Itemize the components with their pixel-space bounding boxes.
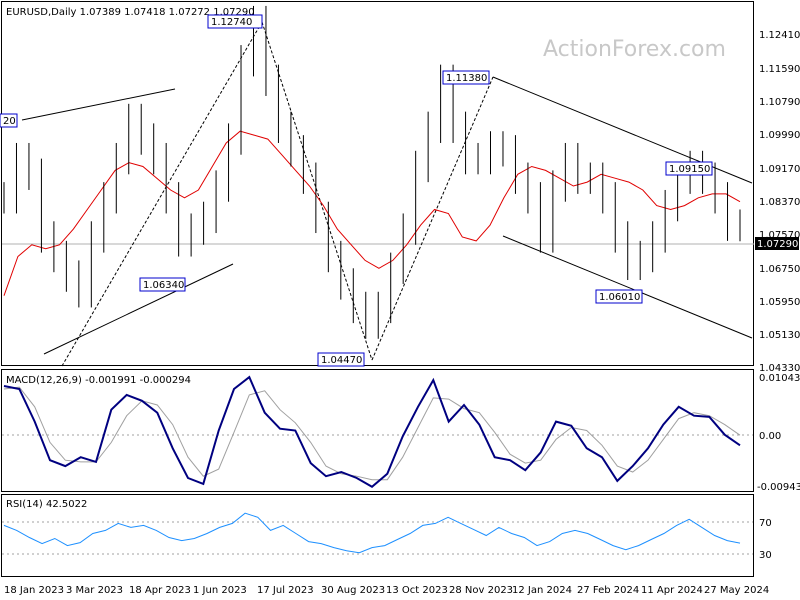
annotation-label: 1.06010 (599, 292, 640, 303)
rsi-title: RSI(14) 42.5022 (6, 499, 87, 510)
annotation-20: 20 (0, 113, 18, 128)
x-tick-label: 17 Jul 2023 (257, 585, 314, 596)
rsi-line (3, 512, 741, 554)
annotation-label: 1.06340 (143, 280, 184, 291)
annotation-label: 1.09150 (669, 164, 710, 175)
price-annotations: 20 1.06340 1.12740 1.04470 1.11380 1.060… (0, 14, 713, 367)
annotation-box (0, 113, 18, 128)
x-tick-label: 3 Mar 2023 (66, 585, 123, 596)
macd-panel-frame (1, 369, 754, 492)
x-tick-label: 1 Jun 2023 (193, 585, 247, 596)
watermark: ActionForex.com (543, 37, 726, 62)
annotation-box (442, 70, 490, 85)
x-tick-label: 27 May 2024 (704, 585, 769, 596)
annotation-box (595, 289, 643, 304)
x-tick-label: 18 Jan 2023 (4, 585, 64, 596)
macd-tick-label: -0.009436 (757, 482, 800, 493)
annotation-box (665, 161, 713, 176)
price-panel-frame (1, 1, 754, 366)
chart-header: EURUSD,Daily 1.07389 1.07418 1.07272 1.0… (6, 7, 255, 18)
annotation-1-06010: 1.06010 (595, 289, 643, 304)
x-tick-label: 30 Aug 2023 (321, 585, 385, 596)
rsi-tick-label: 30 (759, 550, 772, 561)
price-tick-label: 1.08370 (759, 197, 800, 208)
annotation-label: 20 (3, 116, 16, 127)
macd-tick-label: 0.010434 (759, 373, 800, 384)
annotation-box (317, 352, 365, 367)
x-tick-label: 18 Apr 2023 (129, 585, 191, 596)
x-tick-label: 11 Apr 2024 (641, 585, 703, 596)
price-tick-label: 1.09170 (759, 164, 800, 175)
annotation-label: 1.12740 (211, 17, 252, 28)
annotation-1-12740: 1.12740 (207, 14, 263, 29)
x-tick-label: 13 Oct 2023 (386, 585, 448, 596)
annotation-box (139, 277, 186, 292)
rsi-tick-label: 70 (759, 518, 772, 529)
trendline-lower-2023 (43, 263, 234, 355)
macd-line (3, 375, 741, 489)
annotation-1-09150: 1.09150 (665, 161, 713, 176)
annotation-1-04470: 1.04470 (317, 352, 365, 367)
sma-line (3, 130, 741, 296)
dotted-trendline-recovery (371, 76, 494, 361)
macd-tick-label: 0.00 (759, 431, 781, 442)
annotation-label: 1.11380 (446, 73, 487, 84)
annotation-label: 1.04470 (321, 355, 362, 366)
price-tick-label: 1.10790 (759, 97, 800, 108)
annotation-1-11380: 1.11380 (442, 70, 490, 85)
price-tick-label: 1.06750 (759, 264, 800, 275)
current-price-box (755, 237, 799, 250)
price-axis: 1.12410 1.11590 1.10790 1.09990 1.09170 … (759, 30, 800, 374)
channel-lower-line (502, 235, 753, 339)
x-tick-label: 28 Nov 2023 (449, 585, 513, 596)
x-tick-label: 27 Feb 2024 (577, 585, 639, 596)
dotted-trendline-up (61, 21, 263, 367)
price-tick-label: 1.11590 (759, 64, 800, 75)
price-tick-label: 1.05130 (759, 330, 800, 341)
annotation-box (207, 14, 263, 29)
price-tick-label: 1.04330 (759, 363, 800, 374)
price-tick-label: 1.12410 (759, 30, 800, 41)
x-tick-label: 12 Jan 2024 (512, 585, 572, 596)
price-tick-label: 1.05950 (759, 297, 800, 308)
macd-title: MACD(12,26,9) -0.001991 -0.000294 (6, 375, 191, 386)
macd-signal-line (3, 386, 741, 481)
x-axis: 18 Jan 2023 3 Mar 2023 18 Apr 2023 1 Jun… (4, 585, 769, 596)
current-price-label: 1.07290 (757, 239, 798, 250)
price-tick-label: 1.09990 (759, 130, 800, 141)
trendline-upper-2023 (21, 88, 176, 121)
annotation-1-06340: 1.06340 (139, 277, 186, 292)
price-tick-label: 1.07570 (759, 230, 800, 241)
macd-zero-box (755, 429, 799, 442)
rsi-panel-frame (1, 494, 754, 577)
